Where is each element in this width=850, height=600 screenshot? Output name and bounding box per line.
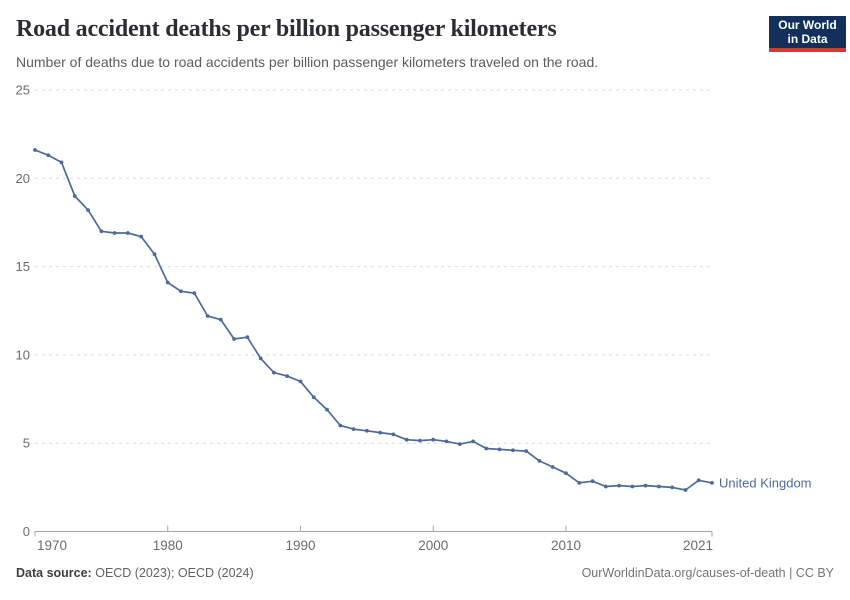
chart-footer: Data source: OECD (2023); OECD (2024) Ou… (16, 566, 834, 580)
data-point-1994[interactable] (351, 427, 356, 431)
data-point-1985[interactable] (232, 337, 237, 341)
data-point-2014[interactable] (617, 483, 621, 488)
y-tick-label-25: 25 (16, 83, 30, 98)
data-point-2017[interactable] (657, 484, 661, 489)
data-point-1987[interactable] (258, 356, 263, 361)
data-point-2009[interactable] (550, 465, 555, 469)
page-subtitle: Number of deaths due to road accidents p… (16, 54, 599, 70)
owid-logo-line1: Our World (778, 18, 837, 32)
data-point-2008[interactable] (537, 459, 542, 463)
data-point-1998[interactable] (404, 437, 409, 442)
data-point-2003[interactable] (471, 439, 475, 444)
data-point-2004[interactable] (484, 446, 489, 451)
data-point-2019[interactable] (683, 488, 688, 492)
data-point-2016[interactable] (643, 483, 648, 488)
data-point-2000[interactable] (431, 437, 436, 442)
data-point-1989[interactable] (285, 374, 290, 378)
y-tick-label-15: 15 (16, 259, 30, 274)
y-tick-label-10: 10 (16, 347, 30, 362)
data-point-1983[interactable] (205, 314, 210, 318)
y-tick-label-20: 20 (16, 171, 30, 186)
x-tick-label-1970: 1970 (37, 538, 67, 553)
y-tick-label-5: 5 (23, 436, 30, 451)
data-point-1975[interactable] (99, 229, 104, 234)
data-point-1978[interactable] (139, 234, 144, 239)
data-point-2010[interactable] (564, 471, 568, 476)
data-point-2001[interactable] (444, 439, 449, 444)
data-point-2012[interactable] (590, 479, 595, 484)
data-point-2015[interactable] (630, 484, 635, 489)
data-point-2002[interactable] (457, 442, 462, 446)
data-point-1986[interactable] (245, 335, 250, 340)
data-point-1981[interactable] (179, 289, 183, 294)
data-source: Data source: OECD (2023); OECD (2024) (16, 566, 254, 580)
data-point-1974[interactable] (86, 208, 90, 213)
x-tick-label-2000: 2000 (418, 538, 448, 553)
data-point-2011[interactable] (577, 481, 582, 485)
data-point-1992[interactable] (325, 407, 329, 412)
data-point-1970[interactable] (33, 148, 37, 152)
data-point-1971[interactable] (46, 153, 51, 158)
data-point-1995[interactable] (365, 428, 369, 433)
owid-logo[interactable]: Our World in Data (769, 16, 846, 52)
data-source-label: Data source: (16, 566, 92, 580)
x-tick-label-2021: 2021 (683, 538, 713, 553)
chart-header: Road accident deaths per billion passeng… (16, 14, 756, 71)
data-point-1999[interactable] (418, 438, 422, 443)
y-tick-label-0: 0 (23, 524, 30, 539)
data-point-1980[interactable] (165, 280, 170, 285)
data-point-2018[interactable] (670, 485, 675, 490)
data-point-1993[interactable] (338, 423, 343, 428)
page-title: Road accident deaths per billion passeng… (16, 16, 557, 42)
attribution-link[interactable]: OurWorldinData.org/causes-of-death | CC … (581, 566, 834, 580)
data-point-1972[interactable] (59, 160, 64, 165)
data-point-1988[interactable] (272, 370, 276, 375)
data-point-1977[interactable] (126, 231, 130, 235)
data-point-1979[interactable] (152, 252, 157, 257)
data-point-1984[interactable] (218, 317, 223, 322)
data-point-2013[interactable] (603, 484, 608, 489)
data-point-1996[interactable] (378, 430, 382, 435)
data-point-2005[interactable] (497, 447, 502, 452)
data-point-2006[interactable] (511, 448, 515, 453)
owid-logo-line2: in Data (787, 32, 828, 46)
data-source-value: OECD (2023); OECD (2024) (95, 566, 254, 580)
data-point-2021[interactable] (710, 481, 714, 485)
data-point-1973[interactable] (72, 194, 77, 198)
entity-label-united-kingdom[interactable]: United Kingdom (719, 475, 812, 490)
x-tick-label-1980: 1980 (153, 538, 183, 553)
data-point-1991[interactable] (311, 395, 316, 400)
data-point-2007[interactable] (524, 449, 529, 453)
data-point-2020[interactable] (696, 478, 701, 483)
x-tick-label-1990: 1990 (285, 538, 315, 553)
x-tick-label-2010: 2010 (551, 538, 581, 553)
data-point-1976[interactable] (112, 231, 117, 235)
data-point-1982[interactable] (192, 291, 197, 295)
data-point-1997[interactable] (391, 432, 396, 437)
data-point-1990[interactable] (298, 379, 303, 384)
series-line-united-kingdom[interactable] (34, 149, 713, 491)
